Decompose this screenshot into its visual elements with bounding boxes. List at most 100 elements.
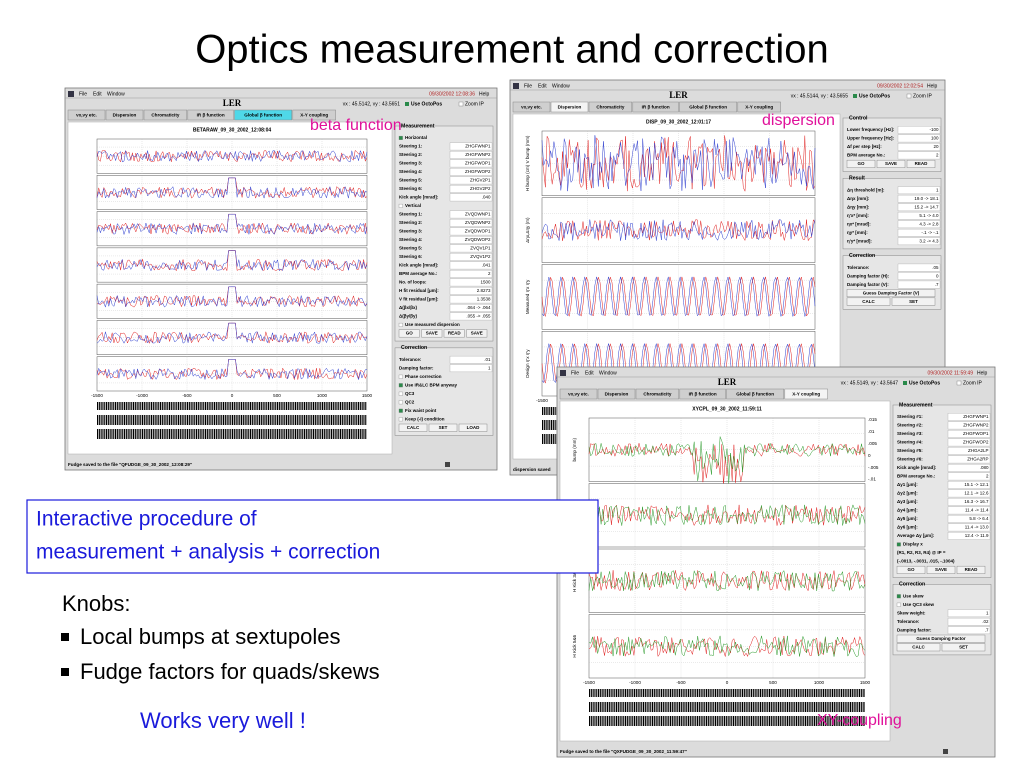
field-box[interactable]: [449, 193, 493, 202]
tab[interactable]: [105, 109, 144, 121]
button[interactable]: [428, 423, 458, 432]
tab[interactable]: [187, 109, 234, 121]
button[interactable]: [421, 329, 443, 338]
field-box[interactable]: [449, 168, 493, 176]
field-box[interactable]: [947, 515, 991, 523]
tab[interactable]: [234, 109, 293, 121]
field-box[interactable]: [449, 185, 493, 193]
button[interactable]: [891, 297, 936, 306]
field-box[interactable]: [449, 236, 493, 244]
field-box[interactable]: [947, 447, 991, 455]
tab[interactable]: [632, 101, 679, 113]
field-box[interactable]: [947, 498, 991, 506]
field-box[interactable]: [897, 151, 941, 160]
tab[interactable]: [635, 388, 680, 400]
button[interactable]: [398, 329, 420, 338]
field-box[interactable]: [897, 280, 941, 289]
field-box[interactable]: [449, 364, 493, 373]
checkbox[interactable]: [398, 203, 403, 208]
tab[interactable]: [784, 388, 828, 400]
field-box[interactable]: [897, 134, 941, 143]
button[interactable]: [956, 565, 986, 574]
checkbox[interactable]: [398, 391, 403, 396]
field-box[interactable]: [947, 464, 991, 472]
field-box[interactable]: [449, 287, 493, 295]
field-box[interactable]: [897, 220, 941, 229]
field-box[interactable]: [449, 227, 493, 236]
field-box[interactable]: [897, 263, 941, 272]
checkbox[interactable]: [398, 135, 403, 140]
tab[interactable]: [679, 388, 726, 400]
field-box[interactable]: [897, 237, 941, 246]
field-box[interactable]: [947, 421, 991, 430]
button[interactable]: [896, 634, 986, 643]
field-box[interactable]: [449, 159, 493, 168]
field-box[interactable]: [947, 430, 991, 438]
field-box[interactable]: [947, 523, 991, 532]
field-box[interactable]: [449, 295, 493, 304]
field-box[interactable]: [449, 355, 493, 364]
field-box[interactable]: [449, 176, 493, 185]
field-box[interactable]: [897, 126, 941, 134]
field-box[interactable]: [897, 143, 941, 151]
field-box[interactable]: [947, 506, 991, 515]
button[interactable]: [941, 643, 986, 652]
field-box[interactable]: [449, 219, 493, 227]
button[interactable]: [876, 159, 906, 168]
button[interactable]: [896, 565, 926, 574]
tab[interactable]: [559, 388, 598, 400]
field-box[interactable]: [449, 278, 493, 287]
field-box[interactable]: [449, 142, 493, 151]
field-box[interactable]: [897, 228, 941, 237]
field-box[interactable]: [947, 481, 991, 489]
tab[interactable]: [550, 101, 589, 113]
checkbox[interactable]: [896, 602, 901, 607]
field-box[interactable]: [449, 151, 493, 159]
field-box[interactable]: [449, 312, 493, 321]
field-box[interactable]: [449, 210, 493, 219]
field-box[interactable]: [897, 272, 941, 280]
field-box[interactable]: [449, 261, 493, 270]
tab[interactable]: [292, 109, 336, 121]
checkbox[interactable]: [398, 374, 403, 379]
checkbox[interactable]: [896, 542, 901, 547]
button[interactable]: [926, 565, 956, 574]
field-box[interactable]: [947, 617, 991, 626]
button[interactable]: [906, 159, 936, 168]
checkbox[interactable]: [398, 417, 403, 422]
checkbox[interactable]: [398, 322, 403, 327]
button[interactable]: [466, 329, 488, 338]
tab[interactable]: [143, 109, 188, 121]
field-box[interactable]: [947, 489, 991, 498]
field-box[interactable]: [449, 304, 493, 312]
checkbox[interactable]: [398, 408, 403, 413]
field-box[interactable]: [947, 472, 991, 481]
field-box[interactable]: [897, 211, 941, 220]
tab[interactable]: [597, 388, 636, 400]
field-box[interactable]: [947, 455, 991, 464]
button[interactable]: [443, 329, 465, 338]
field-box[interactable]: [449, 270, 493, 278]
field-box[interactable]: [897, 203, 941, 212]
button[interactable]: [846, 289, 936, 298]
tab[interactable]: [726, 388, 785, 400]
button[interactable]: [398, 423, 428, 432]
tab[interactable]: [67, 109, 106, 121]
field-box[interactable]: [947, 609, 991, 618]
button[interactable]: [458, 423, 488, 432]
tab[interactable]: [737, 101, 781, 113]
button[interactable]: [896, 643, 941, 652]
checkbox[interactable]: [398, 400, 403, 405]
tab[interactable]: [588, 101, 633, 113]
button[interactable]: [846, 159, 876, 168]
checkbox[interactable]: [398, 383, 403, 388]
checkbox[interactable]: [896, 594, 901, 599]
field-box[interactable]: [947, 626, 991, 635]
tab[interactable]: [512, 101, 551, 113]
field-box[interactable]: [449, 244, 493, 253]
field-box[interactable]: [947, 532, 991, 540]
field-box[interactable]: [897, 194, 941, 203]
tab[interactable]: [679, 101, 738, 113]
button[interactable]: [846, 297, 891, 306]
field-box[interactable]: [947, 438, 991, 447]
